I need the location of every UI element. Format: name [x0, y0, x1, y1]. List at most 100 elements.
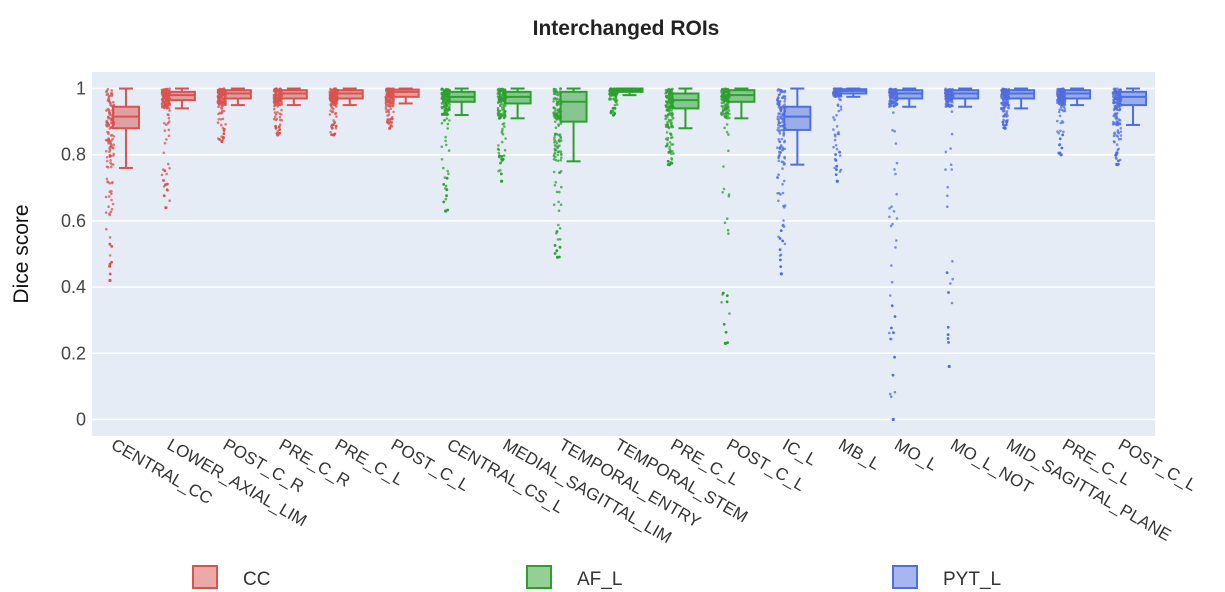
legend-item-pyt-l[interactable]: PYT_L — [892, 565, 1001, 590]
y-tick-label: 1 — [76, 79, 86, 99]
data-point — [553, 144, 557, 147]
outlier-point — [163, 169, 167, 173]
data-point — [1006, 114, 1009, 118]
box-pre-c-l — [328, 87, 364, 137]
data-point — [781, 182, 784, 186]
data-point — [783, 140, 786, 144]
data-point — [167, 134, 171, 138]
data-point — [949, 163, 953, 166]
data-point — [888, 294, 892, 297]
data-point — [559, 150, 563, 153]
data-point — [1060, 108, 1064, 112]
data-point — [555, 142, 559, 145]
data-point — [725, 123, 729, 126]
data-point — [1000, 92, 1004, 96]
box-pre-c-l — [664, 87, 700, 167]
data-point — [833, 166, 836, 170]
data-point — [273, 107, 276, 111]
data-point — [720, 90, 723, 93]
data-point — [950, 168, 953, 171]
data-point — [109, 103, 112, 107]
outlier-point — [723, 341, 727, 345]
box-lower-axial-lim — [160, 87, 196, 210]
data-point — [721, 93, 725, 97]
outlier-point — [778, 237, 782, 240]
data-point — [498, 116, 502, 120]
data-point — [777, 123, 780, 127]
outlier-point — [500, 155, 504, 158]
data-point — [112, 100, 115, 104]
data-point — [557, 209, 561, 212]
data-point — [1117, 137, 1121, 141]
data-point — [385, 101, 388, 104]
data-point — [776, 117, 779, 121]
data-point — [392, 110, 395, 114]
outlier-point — [278, 128, 282, 131]
data-point — [781, 120, 784, 124]
data-point — [951, 104, 954, 108]
data-point — [502, 122, 506, 125]
outlier-point — [218, 138, 221, 141]
data-point — [500, 129, 504, 133]
outlier-point — [1002, 123, 1005, 126]
data-point — [891, 128, 894, 132]
data-point — [835, 114, 838, 117]
data-point — [1115, 108, 1119, 112]
data-point — [720, 301, 723, 304]
data-point — [558, 227, 562, 230]
box-ic-l — [776, 87, 812, 276]
data-point — [164, 100, 168, 103]
box-mid-sagittal-plane — [1000, 87, 1036, 130]
data-point — [833, 138, 837, 142]
box-groups — [104, 87, 1148, 422]
legend-item-cc[interactable]: CC — [192, 565, 270, 590]
data-point — [333, 92, 337, 95]
outlier-point — [277, 125, 281, 129]
legend-item-af-l[interactable]: AF_L — [526, 565, 622, 590]
y-axis-ticks: 0 0.2 0.4 0.6 0.8 1 — [61, 79, 86, 430]
data-point — [888, 91, 891, 94]
data-point — [216, 121, 220, 124]
data-point — [1119, 130, 1123, 134]
data-point — [721, 191, 724, 194]
data-point — [556, 238, 560, 241]
data-point — [668, 111, 672, 114]
data-point — [557, 223, 560, 227]
data-point — [889, 104, 893, 108]
data-point — [168, 199, 171, 202]
data-point — [1058, 108, 1062, 111]
data-point — [440, 145, 444, 148]
data-point — [1002, 107, 1006, 110]
data-point — [446, 109, 450, 112]
data-point — [1057, 99, 1061, 102]
outlier-point — [386, 118, 390, 122]
data-point — [1115, 143, 1119, 146]
outlier-point — [164, 183, 167, 187]
data-point — [832, 116, 835, 119]
data-point — [839, 105, 843, 108]
data-point — [554, 158, 558, 162]
data-point — [950, 110, 954, 113]
data-point — [501, 93, 504, 97]
data-point — [110, 192, 113, 195]
data-point — [104, 195, 108, 199]
data-point — [386, 98, 390, 102]
data-point — [667, 118, 671, 122]
data-point — [1004, 112, 1007, 116]
data-point — [722, 112, 726, 116]
data-point — [666, 113, 670, 116]
data-point — [728, 116, 731, 120]
data-point — [557, 200, 560, 204]
legend-swatch — [892, 565, 918, 589]
outlier-point — [110, 260, 113, 264]
data-point — [891, 222, 894, 226]
data-point — [445, 117, 449, 120]
outlier-point — [498, 154, 501, 158]
box-post-c-l — [720, 87, 756, 345]
data-point — [834, 144, 838, 147]
data-point — [219, 118, 223, 121]
data-point — [780, 124, 783, 128]
data-point — [497, 144, 500, 147]
data-point — [946, 103, 949, 106]
data-point — [558, 190, 561, 194]
